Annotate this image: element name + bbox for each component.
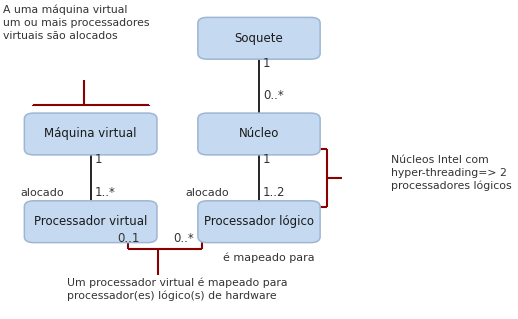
Text: 1: 1 bbox=[263, 153, 270, 166]
Text: Um processador virtual é mapeado para
processador(es) lógico(s) de hardware: Um processador virtual é mapeado para pr… bbox=[67, 278, 288, 301]
Text: Processador lógico: Processador lógico bbox=[204, 215, 314, 228]
Text: alocado: alocado bbox=[185, 188, 229, 198]
Text: A uma máquina virtual
um ou mais processadores
virtuais são alocados: A uma máquina virtual um ou mais process… bbox=[3, 5, 149, 41]
FancyBboxPatch shape bbox=[198, 17, 320, 59]
FancyBboxPatch shape bbox=[24, 201, 157, 242]
Text: 1: 1 bbox=[95, 153, 102, 166]
Text: 1..2: 1..2 bbox=[263, 187, 285, 199]
Text: alocado: alocado bbox=[21, 188, 64, 198]
Text: Soquete: Soquete bbox=[235, 32, 283, 45]
Text: Processador virtual: Processador virtual bbox=[34, 215, 147, 228]
Text: Núcleos Intel com
hyper-threading=> 2
processadores lógicos: Núcleos Intel com hyper-threading=> 2 pr… bbox=[391, 155, 512, 191]
Text: 1: 1 bbox=[263, 57, 270, 70]
Text: 1..*: 1..* bbox=[95, 187, 116, 199]
FancyBboxPatch shape bbox=[24, 113, 157, 155]
Text: 0..1: 0..1 bbox=[117, 232, 140, 245]
Text: Núcleo: Núcleo bbox=[239, 128, 279, 140]
FancyBboxPatch shape bbox=[198, 113, 320, 155]
Text: é mapeado para: é mapeado para bbox=[223, 252, 314, 263]
Text: 0..*: 0..* bbox=[263, 89, 284, 102]
FancyBboxPatch shape bbox=[198, 201, 320, 242]
Text: Máquina virtual: Máquina virtual bbox=[45, 128, 137, 140]
Text: 0..*: 0..* bbox=[174, 232, 194, 245]
